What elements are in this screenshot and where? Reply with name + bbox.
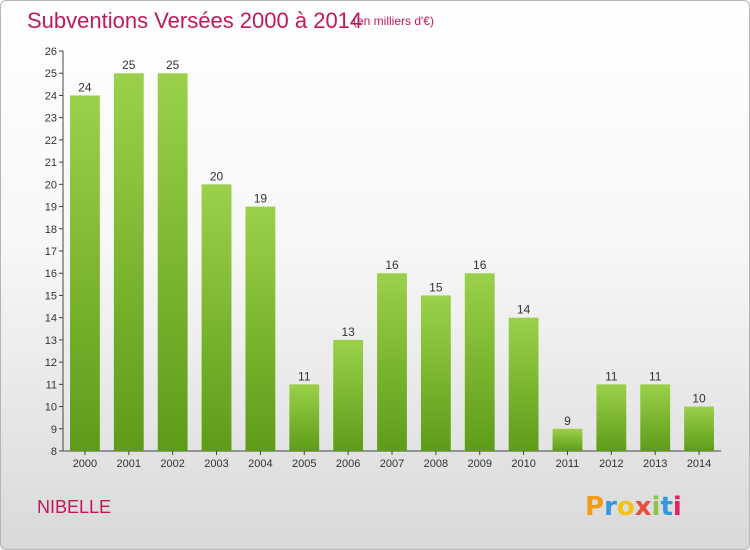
data-label-2013: 11: [649, 369, 662, 383]
y-tick-label: 13: [45, 335, 57, 347]
bar-2001: [113, 73, 144, 451]
x-tick-label: 2014: [687, 458, 711, 470]
bar-2012: [596, 384, 627, 451]
x-tick-label: 2006: [336, 458, 360, 470]
data-label-2001: 25: [122, 58, 136, 72]
y-tick-label: 26: [45, 46, 57, 58]
y-tick-label: 11: [46, 379, 57, 391]
bar-2011: [552, 428, 583, 451]
data-label-2005: 11: [298, 369, 311, 383]
proxiti-logo: Proxiti: [585, 492, 682, 522]
data-label-2002: 25: [166, 58, 180, 72]
logo-letter: x: [635, 492, 652, 522]
y-tick-label: 21: [45, 157, 57, 169]
y-tick-label: 12: [45, 357, 57, 369]
x-tick-label: 2010: [511, 458, 535, 470]
x-tick-label: 2008: [424, 458, 448, 470]
data-label-2006: 13: [341, 325, 355, 339]
bars-group: 24 25 25 20 19 11 13 16 15 16 14 9 11 11 10: [70, 58, 714, 452]
x-tick-label: 2003: [204, 458, 228, 470]
data-label-2014: 10: [692, 392, 706, 406]
y-tick-label: 19: [45, 202, 57, 214]
bar-2007: [377, 273, 407, 451]
place-name: NIBELLE: [37, 497, 112, 517]
x-tick-label: 2000: [73, 458, 97, 470]
x-tick-label: 2011: [556, 458, 580, 470]
bar-2014: [684, 406, 714, 451]
y-tick-label: 15: [45, 290, 57, 302]
y-tick-label: 22: [45, 135, 57, 147]
data-label-2012: 11: [605, 369, 618, 383]
logo-letter: r: [604, 492, 617, 522]
y-tick-label: 24: [45, 90, 57, 102]
chart-title: Subventions Versées 2000 à 2014: [27, 8, 363, 33]
x-tick-label: 2009: [467, 458, 491, 470]
y-tick-label: 8: [51, 446, 57, 458]
data-label-2004: 19: [254, 192, 268, 206]
y-tick-label: 17: [45, 246, 57, 258]
x-tick-label: 2013: [643, 458, 667, 470]
logo-letter: t: [660, 492, 672, 522]
data-label-2007: 16: [385, 258, 399, 272]
x-tick-label: 2007: [380, 458, 404, 470]
data-label-2003: 20: [210, 169, 224, 183]
bar-2008: [420, 295, 451, 451]
data-label-2000: 24: [78, 80, 92, 94]
bar-2013: [640, 384, 671, 451]
x-tick-label: 2005: [292, 458, 316, 470]
bar-2010: [508, 317, 539, 451]
x-tick-label: 2002: [160, 458, 184, 470]
y-tick-label: 16: [45, 268, 57, 280]
data-label-2011: 9: [564, 414, 571, 428]
data-label-2010: 14: [517, 303, 531, 317]
y-tick-label: 25: [45, 68, 57, 80]
logo-text: Proxiti: [585, 492, 682, 522]
x-tick-label: 2004: [248, 458, 272, 470]
logo-letter: o: [617, 492, 635, 522]
x-tick-label: 2001: [117, 458, 141, 470]
data-label-2008: 15: [429, 280, 443, 294]
y-tick-label: 20: [45, 179, 57, 191]
y-tick-label: 23: [45, 113, 57, 125]
x-axis-ticks: 2000 2001 2002 2003 2004 2005 2006 2007 2008 2009…: [73, 451, 711, 470]
y-tick-label: 18: [45, 224, 57, 236]
bar-2006: [333, 339, 364, 451]
logo-letter: P: [585, 492, 604, 522]
bar-2005: [289, 384, 320, 451]
bar-2003: [201, 184, 232, 452]
bar-2004: [245, 206, 276, 451]
x-tick-label: 2012: [599, 458, 623, 470]
bar-2002: [157, 73, 188, 451]
y-axis-ticks: 8 9 10 11 12 13 14 15 16 17 18 19 20 21 22 23 24 25 26: [45, 46, 63, 458]
y-tick-label: 10: [45, 402, 57, 414]
data-label-2009: 16: [473, 258, 487, 272]
chart-subtitle: (en milliers d'€): [353, 14, 434, 28]
y-tick-label: 14: [45, 313, 57, 325]
y-tick-label: 9: [51, 424, 57, 436]
bar-2000: [70, 95, 100, 451]
logo-letter: i: [673, 492, 682, 522]
bar-2009: [464, 273, 495, 451]
logo-letter: i: [652, 492, 661, 522]
